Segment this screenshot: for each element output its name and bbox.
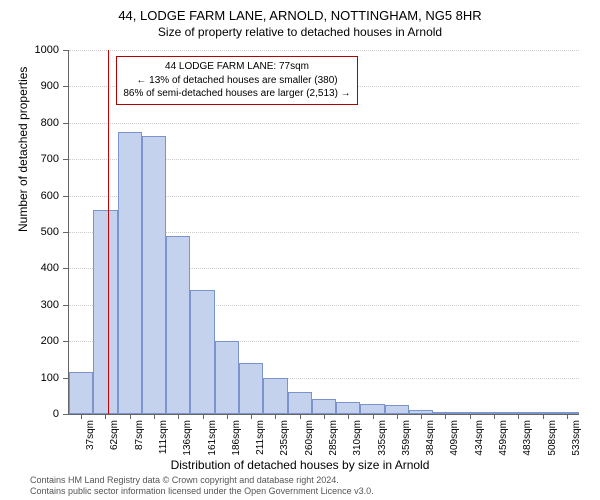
x-tick [324, 414, 325, 419]
x-tick [348, 414, 349, 419]
x-tick [397, 414, 398, 419]
y-tick [63, 196, 69, 197]
y-tick [63, 123, 69, 124]
y-tick-label: 500 [41, 226, 59, 238]
x-tick [567, 414, 568, 419]
x-tick [105, 414, 106, 419]
footer-line-2: Contains public sector information licen… [30, 486, 374, 497]
histogram-bar [312, 399, 336, 414]
property-marker-line [108, 50, 109, 414]
x-tick [421, 414, 422, 419]
chart-subtitle: Size of property relative to detached ho… [0, 23, 600, 39]
footer-attribution: Contains HM Land Registry data © Crown c… [30, 475, 374, 498]
chart-title: 44, LODGE FARM LANE, ARNOLD, NOTTINGHAM,… [0, 0, 600, 23]
y-tick-label: 400 [41, 262, 59, 274]
x-tick-label: 211sqm [255, 420, 266, 455]
histogram-bar [93, 210, 117, 414]
x-tick-label: 136sqm [182, 420, 193, 456]
y-tick [63, 305, 69, 306]
histogram-bar [69, 372, 93, 414]
y-tick [63, 232, 69, 233]
x-tick-label: 384sqm [425, 420, 436, 456]
y-tick [63, 268, 69, 269]
histogram-bar [215, 341, 239, 414]
histogram-bar [336, 402, 360, 414]
annotation-line-1: 44 LODGE FARM LANE: 77sqm [123, 60, 350, 74]
x-tick [251, 414, 252, 419]
x-tick-label: 533sqm [571, 420, 582, 456]
x-tick [373, 414, 374, 419]
x-tick [470, 414, 471, 419]
y-tick-label: 200 [41, 335, 59, 347]
y-axis-title: Number of detached properties [16, 67, 30, 232]
y-tick-label: 900 [41, 80, 59, 92]
x-tick [130, 414, 131, 419]
histogram-bar [288, 392, 312, 414]
y-tick-label: 300 [41, 299, 59, 311]
histogram-bar [263, 378, 287, 414]
chart-plot-area: 44 LODGE FARM LANE: 77sqm ← 13% of detac… [68, 50, 579, 415]
y-tick-label: 0 [53, 408, 59, 420]
y-tick [63, 414, 69, 415]
x-tick-label: 335sqm [377, 420, 388, 456]
x-tick [518, 414, 519, 419]
x-tick-label: 409sqm [449, 420, 460, 456]
x-tick [445, 414, 446, 419]
y-tick-label: 100 [41, 372, 59, 384]
histogram-bar [385, 405, 409, 414]
histogram-bar [239, 363, 263, 414]
histogram-bar [190, 290, 214, 414]
annotation-line-3: 86% of semi-detached houses are larger (… [123, 87, 350, 101]
x-tick [154, 414, 155, 419]
x-tick-label: 459sqm [498, 420, 509, 456]
y-tick-label: 1000 [35, 44, 59, 56]
x-tick-label: 87sqm [134, 420, 145, 450]
x-tick [203, 414, 204, 419]
y-tick [63, 341, 69, 342]
x-axis-title: Distribution of detached houses by size … [0, 458, 600, 472]
chart-container: 44, LODGE FARM LANE, ARNOLD, NOTTINGHAM,… [0, 0, 600, 500]
y-tick-label: 800 [41, 117, 59, 129]
x-tick-label: 359sqm [401, 420, 412, 456]
x-tick-label: 508sqm [547, 420, 558, 456]
annotation-box: 44 LODGE FARM LANE: 77sqm ← 13% of detac… [116, 56, 357, 105]
grid-line [69, 123, 579, 124]
y-tick [63, 86, 69, 87]
x-tick [178, 414, 179, 419]
x-tick-label: 161sqm [207, 420, 218, 456]
x-tick [300, 414, 301, 419]
y-tick [63, 50, 69, 51]
x-tick-label: 260sqm [304, 420, 315, 456]
x-tick-label: 310sqm [352, 420, 363, 456]
footer-line-1: Contains HM Land Registry data © Crown c… [30, 475, 374, 486]
x-tick-label: 111sqm [158, 420, 169, 454]
x-tick-label: 483sqm [522, 420, 533, 456]
x-tick [494, 414, 495, 419]
grid-line [69, 50, 579, 51]
x-tick-label: 285sqm [328, 420, 339, 456]
x-tick [543, 414, 544, 419]
histogram-bar [166, 236, 190, 414]
y-tick [63, 159, 69, 160]
histogram-bar [142, 136, 166, 414]
x-tick-label: 62sqm [109, 420, 120, 450]
x-tick-label: 434sqm [474, 420, 485, 456]
x-tick [227, 414, 228, 419]
x-tick-label: 235sqm [279, 420, 290, 456]
y-tick-label: 700 [41, 153, 59, 165]
y-tick-label: 600 [41, 190, 59, 202]
x-tick [275, 414, 276, 419]
histogram-bar [118, 132, 142, 414]
x-tick-label: 37sqm [85, 420, 96, 450]
histogram-bar [360, 404, 384, 414]
annotation-line-2: ← 13% of detached houses are smaller (38… [123, 74, 350, 88]
x-tick-label: 186sqm [231, 420, 242, 456]
x-tick [81, 414, 82, 419]
